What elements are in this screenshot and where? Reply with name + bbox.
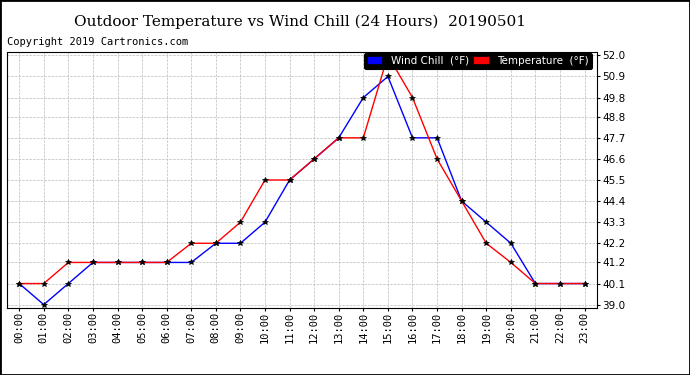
Legend: Wind Chill  (°F), Temperature  (°F): Wind Chill (°F), Temperature (°F) (364, 53, 591, 69)
Text: Copyright 2019 Cartronics.com: Copyright 2019 Cartronics.com (7, 38, 188, 47)
Text: Outdoor Temperature vs Wind Chill (24 Hours)  20190501: Outdoor Temperature vs Wind Chill (24 Ho… (74, 15, 526, 29)
